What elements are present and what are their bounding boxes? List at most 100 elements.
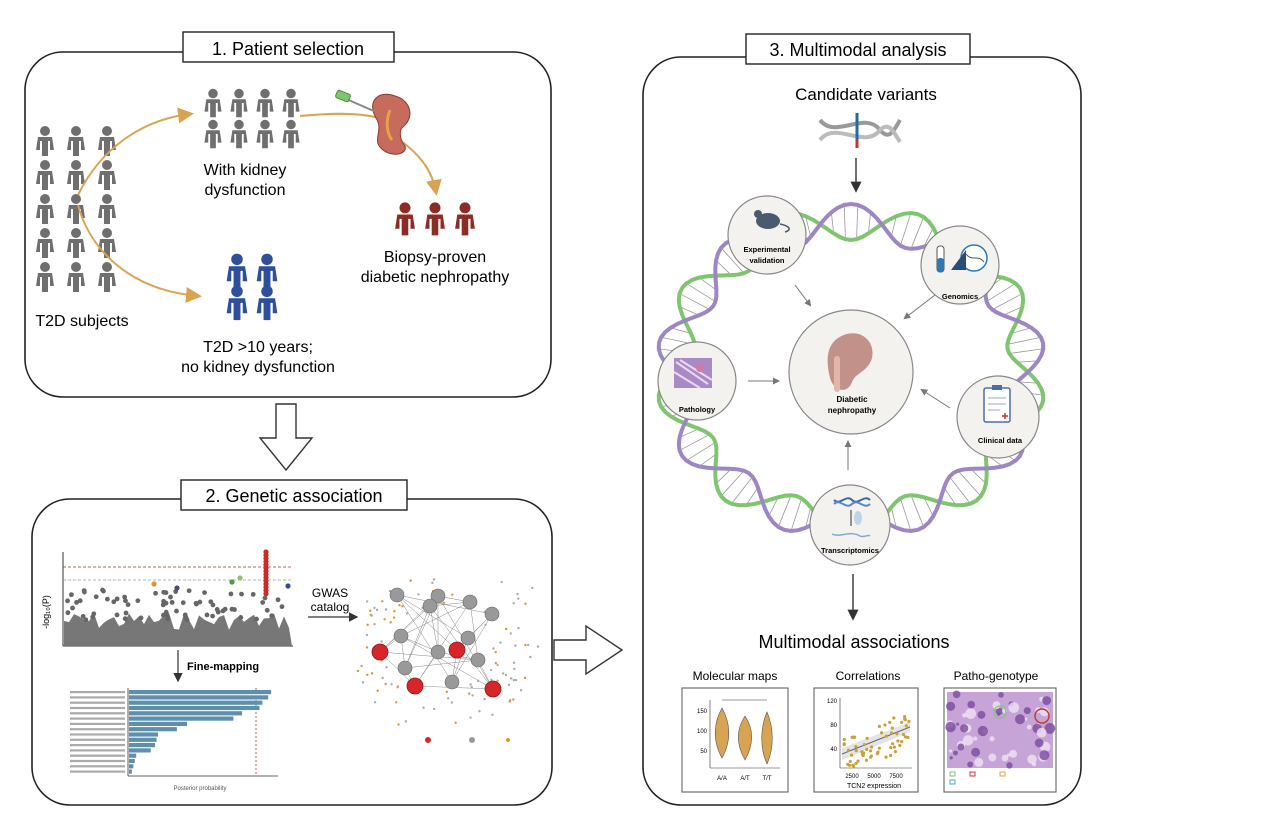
network-node — [512, 661, 516, 664]
network-node — [381, 600, 384, 603]
tissue-cell — [998, 691, 1004, 698]
manhattan-point — [165, 616, 171, 622]
network-node — [409, 579, 412, 582]
kidney-dysfunction-label-2: dysfunction — [205, 182, 286, 199]
network-node — [396, 686, 399, 689]
network-node — [507, 683, 511, 687]
correlation-point — [896, 739, 900, 743]
posterior-bar — [129, 758, 135, 764]
tissue-cell — [957, 743, 965, 751]
network-edge — [400, 601, 471, 637]
helix-rung — [715, 468, 732, 484]
network-node — [524, 602, 527, 605]
correlation-point — [852, 735, 856, 740]
tissue-cell — [946, 701, 956, 711]
manhattan-point — [70, 605, 75, 611]
correlation-point — [846, 748, 851, 752]
network-node — [496, 663, 499, 667]
network-node — [494, 661, 498, 665]
manhattan-point — [279, 604, 285, 610]
panel3-title-box — [745, 33, 971, 65]
helix-rung — [949, 476, 971, 504]
biopsy-label-2: diabetic nephropathy — [361, 269, 510, 286]
manhattan-point — [169, 600, 175, 605]
correlation-point — [848, 759, 852, 764]
network-hub — [470, 652, 486, 668]
network-node — [361, 681, 365, 684]
posterior-bar — [129, 769, 132, 774]
network-node — [389, 621, 392, 624]
node-pathology: Pathology — [657, 341, 737, 421]
network-node — [356, 669, 360, 673]
correlations-label: Correlations — [836, 669, 901, 683]
helix-rung — [910, 495, 925, 528]
manhattan-point — [254, 616, 259, 622]
manhattan-point — [275, 597, 281, 603]
tissue-cell — [967, 700, 976, 709]
helix-rung — [923, 497, 934, 517]
network-hub — [389, 587, 405, 603]
network-node — [484, 623, 487, 627]
network-edge — [404, 605, 431, 669]
network-node — [380, 640, 383, 643]
manhattan-point — [104, 596, 110, 602]
tissue-cell — [1001, 754, 1009, 762]
posterior-bar — [129, 721, 187, 726]
manhattan-point — [210, 613, 215, 619]
helix-rung — [1007, 336, 1041, 345]
network-node — [393, 610, 396, 613]
network-edge — [396, 594, 458, 651]
helix-rung — [830, 212, 835, 234]
manhattan-point — [74, 599, 79, 605]
helix-rung — [686, 283, 716, 302]
manhattan-point — [125, 602, 131, 608]
network-node — [494, 650, 497, 654]
variant-label-mark — [70, 701, 125, 704]
network-node — [432, 707, 436, 711]
tissue-annotation-red — [1034, 708, 1050, 724]
no-dysfunction-label-1: T2D >10 years; — [203, 339, 313, 356]
patho-genotype-label: Patho-genotype — [954, 669, 1039, 683]
panel2-frame — [31, 498, 553, 806]
correlation-point — [884, 755, 888, 759]
variant-label-mark — [70, 770, 125, 773]
correlation-point — [893, 750, 898, 754]
network-node — [469, 683, 472, 686]
network-node — [471, 694, 474, 697]
tissue-cell — [992, 701, 1001, 710]
manhattan-point — [123, 610, 129, 616]
tissue-cell — [974, 757, 984, 767]
network-node — [404, 720, 408, 723]
tissue-cell — [949, 756, 953, 760]
helix-rung — [970, 468, 987, 484]
posterior-bar — [129, 716, 234, 721]
manhattan-point — [194, 601, 199, 607]
manhattan-point — [239, 591, 244, 597]
tissue-cell — [952, 750, 958, 756]
variant-label-mark — [70, 754, 125, 757]
network-node — [445, 690, 449, 693]
correlation-point — [889, 731, 894, 735]
correlation-point — [890, 726, 894, 730]
corr-ytick-2: 80 — [830, 723, 837, 729]
t2d-subjects-crowd — [36, 126, 116, 292]
manhattan-highlight-point — [174, 585, 180, 591]
helix-rung — [1002, 306, 1023, 316]
network-node — [375, 608, 379, 612]
arrow-to-biopsy — [399, 139, 442, 196]
helix-rung — [943, 487, 957, 506]
helix-rung — [715, 260, 732, 276]
kidney-dysfunction-label-1: With kidney — [204, 162, 287, 179]
tissue-cell — [945, 721, 956, 733]
network-node — [398, 604, 401, 607]
manhattan-point — [269, 613, 275, 619]
panel1-title-box — [182, 31, 395, 63]
correlation-point — [900, 740, 904, 744]
network-edge — [396, 594, 453, 683]
arrow-genomics-to-center — [903, 294, 936, 320]
correlation-point — [888, 753, 893, 758]
helix-rung — [679, 434, 711, 451]
variant-label-marks — [70, 691, 125, 773]
mol-cat-3: T/T — [763, 776, 772, 782]
manhattan-point — [250, 591, 256, 597]
